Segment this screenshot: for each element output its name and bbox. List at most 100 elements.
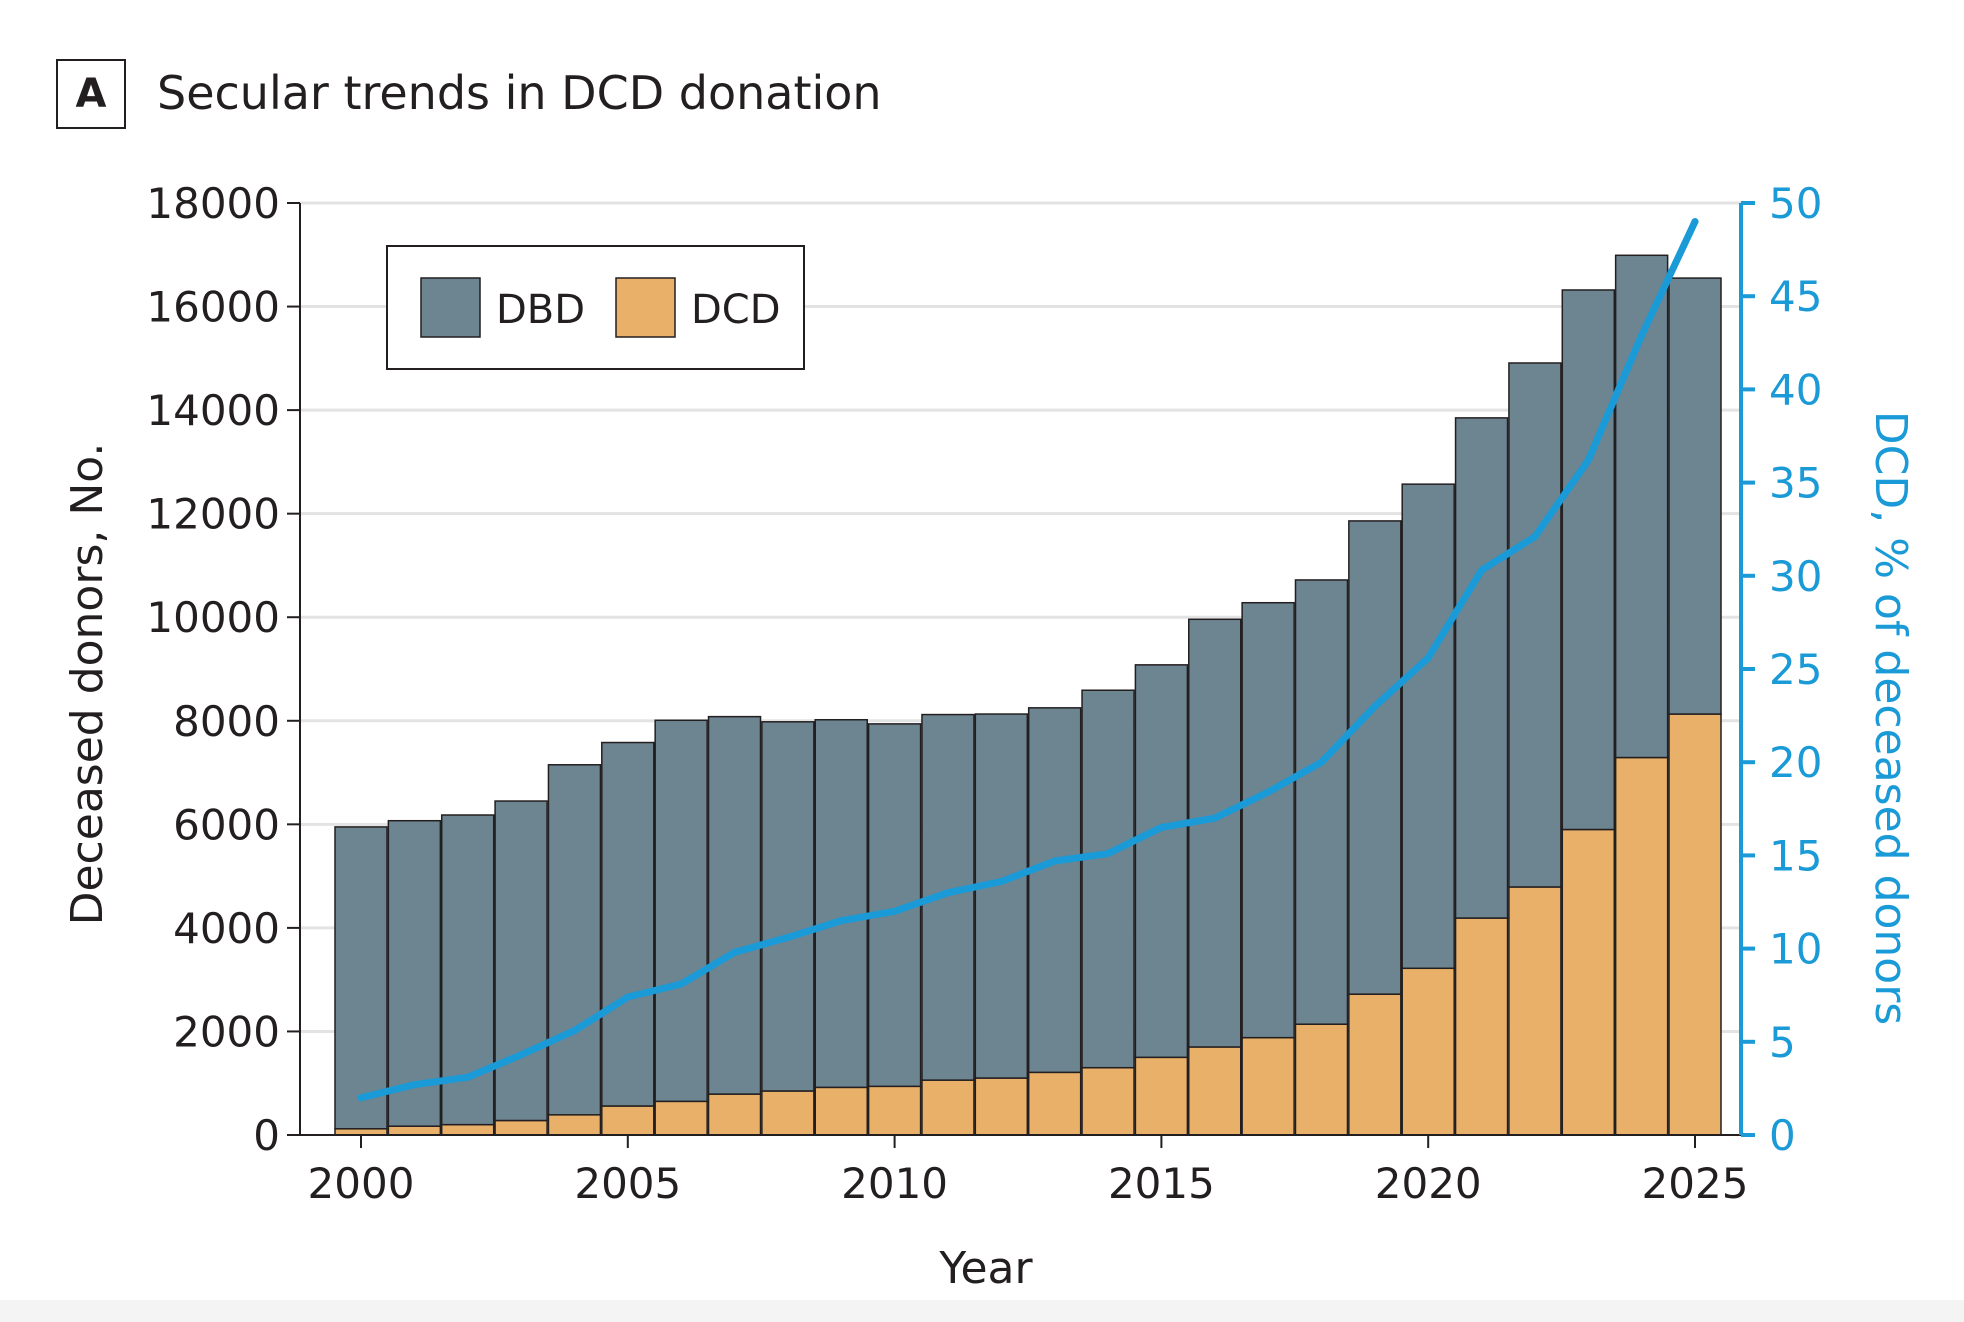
bar-dbd-2013 [1027,707,1082,1074]
bar-dbd-2016 [1188,618,1242,1048]
bar-dcd-2009 [814,1086,868,1136]
y-axis-label: Deceased donors, No. [62,443,113,926]
dcd-percent-point-2000 [357,1094,365,1102]
axes: 0 2000 4000 6000 8000 10000 12000 14000 16000 180… [146,179,1822,1208]
dcd-percent-point-2004 [570,1027,578,1035]
y2-tick-label: 35 [1769,459,1822,508]
bar-dbd-2012 [974,713,1029,1079]
y2-tick-label: 45 [1769,272,1822,321]
dcd-percent-point-2006 [677,980,685,988]
bar-dbd-2000 [334,826,388,1130]
y2-tick-label: 15 [1769,831,1822,880]
bar-dcd-2004 [547,1114,602,1136]
dcd-percent-point-2016 [1211,814,1219,822]
y2-tick-label: 30 [1769,552,1822,601]
y-tick-label: 0 [253,1111,280,1160]
dcd-percent-point-2011 [944,889,952,897]
y2-tick-label: 25 [1769,645,1822,694]
dcd-percent-point-2012 [997,877,1005,885]
panel-letter: A [56,59,126,129]
dcd-percent-point-2009 [837,917,845,925]
bar-dcd-2022 [1508,886,1562,1136]
bar-dcd-2001 [387,1125,442,1136]
x-tick-label: 2005 [574,1159,681,1208]
bar-dbd-2005 [601,741,655,1107]
bar-dcd-2015 [1134,1056,1189,1136]
bar-dcd-2014 [1081,1066,1135,1136]
y-tick-label: 10000 [146,593,280,642]
y2-tick-label: 40 [1769,365,1822,414]
dcd-percent-point-2010 [891,907,899,915]
y2-tick-label: 20 [1769,738,1822,787]
y-tick-label: 2000 [173,1007,280,1056]
bar-dbd-2006 [654,719,708,1103]
legend-swatch-dcd [615,277,676,338]
bar-dbd-2001 [387,819,442,1127]
bar-dbd-2009 [814,718,868,1089]
bar-dbd-2023 [1561,289,1616,831]
bar-dcd-2019 [1348,993,1402,1136]
bar-dcd-2024 [1614,756,1669,1136]
page-footer-strip [0,1300,1964,1322]
dcd-percent-point-2001 [410,1081,418,1089]
y2-axis-label: DCD, % of deceased donors [1865,411,1916,1025]
dcd-percent-point-2014 [1104,850,1112,858]
bar-dcd-2003 [494,1119,548,1136]
bar-dbd-2014 [1081,689,1135,1069]
bar-dcd-2016 [1188,1046,1242,1136]
legend-swatch-dbd [420,277,481,338]
bar-dcd-2006 [654,1100,708,1136]
dcd-percent-point-2003 [517,1051,525,1059]
x-axis-label: Year [938,1243,1033,1294]
bar-dbd-2004 [547,764,602,1116]
dcd-percent-point-2024 [1638,331,1646,339]
bar-dcd-2025 [1668,713,1722,1136]
dcd-percent-point-2007 [731,948,739,956]
dcd-percent-point-2023 [1584,456,1592,464]
y2-tick-label: 5 [1769,1018,1796,1067]
dcd-percent-point-2020 [1424,654,1432,662]
dcd-percent-point-2017 [1264,788,1272,796]
bar-dcd-2013 [1027,1071,1082,1136]
y2-tick-label: 10 [1769,925,1822,974]
y-tick-label: 12000 [146,490,280,539]
bar-dcd-2010 [867,1085,922,1136]
bar-dcd-2017 [1241,1036,1295,1136]
bar-dbd-2020 [1401,483,1455,970]
x-tick-label: 2000 [308,1159,415,1208]
bar-dcd-2021 [1454,917,1509,1136]
dcd-percent-point-2022 [1531,533,1539,541]
legend-label-dbd: DBD [496,287,585,333]
x-tick-label: 2015 [1108,1159,1215,1208]
legend-label-dcd: DCD [691,287,781,333]
bar-dbd-2017 [1241,601,1295,1039]
legend: DBD DCD [386,245,805,370]
bar-dcd-2023 [1561,828,1616,1136]
bar-dcd-2020 [1401,967,1455,1136]
bar-dcd-2007 [707,1093,762,1136]
bar-dcd-2018 [1294,1023,1349,1136]
bar-dbd-2025 [1668,277,1722,715]
dcd-percent-point-2025 [1691,218,1699,226]
x-tick-label: 2025 [1642,1159,1749,1208]
bar-dcd-2008 [761,1090,815,1136]
bar-dbd-2007 [707,715,762,1095]
dcd-percent-point-2008 [784,933,792,941]
x-tick-label: 2020 [1375,1159,1482,1208]
y-tick-label: 6000 [173,800,280,849]
bar-dcd-2005 [601,1105,655,1136]
bar-dbd-2019 [1348,520,1402,995]
bar-dcd-2002 [440,1123,495,1136]
dcd-percent-point-2005 [624,993,632,1001]
bar-dcd-2011 [921,1079,975,1136]
bar-dbd-2015 [1134,664,1189,1059]
bar-dcd-2012 [974,1077,1029,1136]
y2-tick-label: 50 [1769,179,1822,228]
chart-title: Secular trends in DCD donation [157,66,882,120]
bars [334,254,1722,1136]
dcd-percent-point-2019 [1371,702,1379,710]
bar-dbd-2018 [1294,579,1349,1025]
dcd-percent-line [357,218,1699,1102]
dcd-percent-point-2013 [1051,857,1059,865]
y-tick-label: 4000 [173,904,280,953]
